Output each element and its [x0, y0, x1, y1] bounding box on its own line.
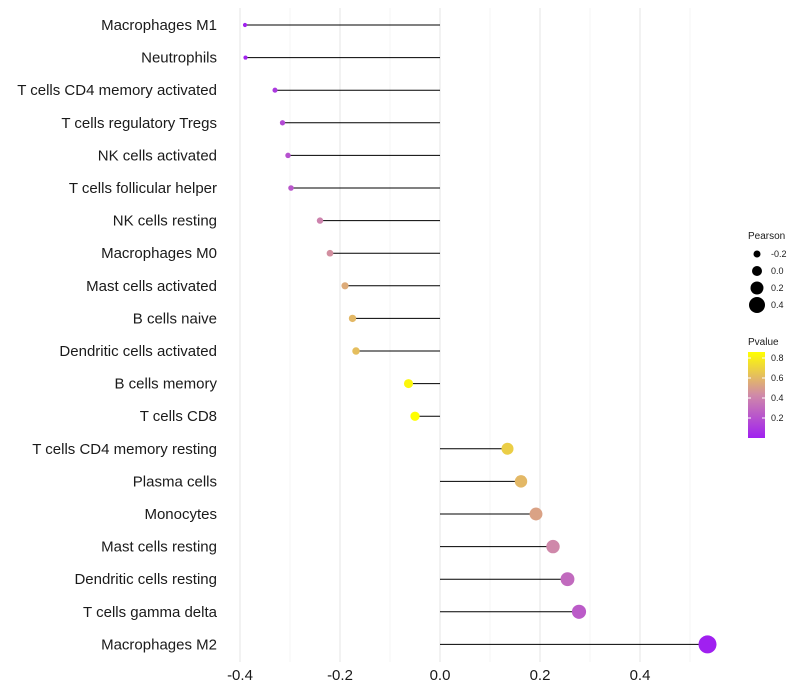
- y-axis-labels: Macrophages M1 Neutrophils T cells CD4 mem…: [17, 17, 217, 653]
- legend-color-label: 0.8: [771, 353, 784, 363]
- y-axis-label: Dendritic cells activated: [59, 343, 217, 360]
- legend-size-label: 0.4: [771, 300, 784, 310]
- legend-size-label: 0.0: [771, 266, 784, 276]
- legend-size-title: Pearson: [748, 231, 785, 242]
- y-axis-label: T cells CD4 memory activated: [17, 82, 217, 99]
- y-axis-label: NK cells activated: [98, 147, 217, 164]
- lollipop-point: [410, 411, 420, 421]
- legend-color-label: 0.6: [771, 373, 784, 383]
- lollipop-point: [348, 314, 357, 323]
- lollipop-point: [288, 185, 294, 191]
- grid-lines: [239, 8, 691, 662]
- legend-color-ticks: 0.8 0.6 0.4 0.2: [748, 353, 784, 423]
- legend-size-label: 0.2: [771, 283, 784, 293]
- legend-size-dot: [753, 250, 761, 258]
- y-axis-label: Dendritic cells resting: [74, 571, 217, 588]
- y-axis-label: T cells follicular helper: [69, 180, 217, 197]
- y-axis-label: Neutrophils: [141, 50, 217, 67]
- lollipop-point: [285, 152, 291, 159]
- lollipop-point: [514, 475, 528, 488]
- legend-size-dot: [749, 297, 765, 313]
- y-axis-label: Macrophages M2: [101, 636, 217, 653]
- x-tick-label: 0.0: [430, 667, 451, 684]
- legend-size-dot: [750, 281, 764, 295]
- lollipop-point: [529, 507, 543, 521]
- y-axis-label: T cells CD8: [140, 408, 217, 425]
- lollipop-point: [316, 217, 324, 224]
- y-axis-label: Mast cells resting: [101, 539, 217, 556]
- lollipop-point: [352, 347, 360, 355]
- legend-size-label: -0.2: [771, 249, 787, 259]
- lollipop-points: [242, 22, 717, 654]
- y-axis-label: Plasma cells: [133, 473, 217, 490]
- legend-color-label: 0.2: [771, 413, 784, 423]
- y-axis-label: T cells gamma delta: [83, 604, 218, 621]
- y-axis-label: NK cells resting: [113, 213, 217, 230]
- x-tick-label: -0.2: [327, 667, 353, 684]
- y-axis-label: T cells regulatory Tregs: [61, 115, 217, 132]
- x-tick-label: 0.4: [630, 667, 651, 684]
- y-axis-label: Macrophages M1: [101, 17, 217, 34]
- y-axis-label: B cells memory: [114, 376, 217, 393]
- lollipop-point: [341, 282, 349, 290]
- y-axis-label: Monocytes: [144, 506, 217, 523]
- legend-size-dot: [752, 266, 762, 276]
- y-axis-label: B cells naive: [133, 310, 217, 327]
- legend-color-title: Pvalue: [748, 337, 779, 348]
- legend-colorbar: [748, 352, 765, 438]
- lollipop-point: [501, 442, 514, 455]
- lollipop-point: [560, 572, 575, 587]
- legend: Pearson -0.20.00.20.4 Pvalue 0.80.60.40.…: [748, 231, 787, 438]
- lollipop-point: [243, 55, 248, 60]
- y-axis-label: Macrophages M0: [101, 245, 217, 262]
- legend-size-items: -0.2 0.0 0.2 0.4: [749, 249, 787, 313]
- lollipop-point: [571, 604, 587, 619]
- lollipop-point: [403, 379, 414, 389]
- lollipop-point: [272, 87, 278, 93]
- x-axis-tick-labels: -0.4 -0.2 0.0 0.2 0.4: [227, 667, 650, 684]
- legend-color-label: 0.4: [771, 393, 784, 403]
- y-axis-label: T cells CD4 memory resting: [32, 441, 217, 458]
- y-axis-label: Mast cells activated: [86, 278, 217, 295]
- x-tick-label: -0.4: [227, 667, 253, 684]
- lollipop-point: [698, 635, 717, 654]
- lollipop-point: [326, 249, 334, 257]
- lollipop-point: [242, 22, 248, 28]
- lollipop-point: [279, 120, 286, 126]
- lollipop-point: [546, 539, 560, 554]
- x-tick-label: 0.2: [530, 667, 551, 684]
- lollipop-stems: [245, 24, 708, 645]
